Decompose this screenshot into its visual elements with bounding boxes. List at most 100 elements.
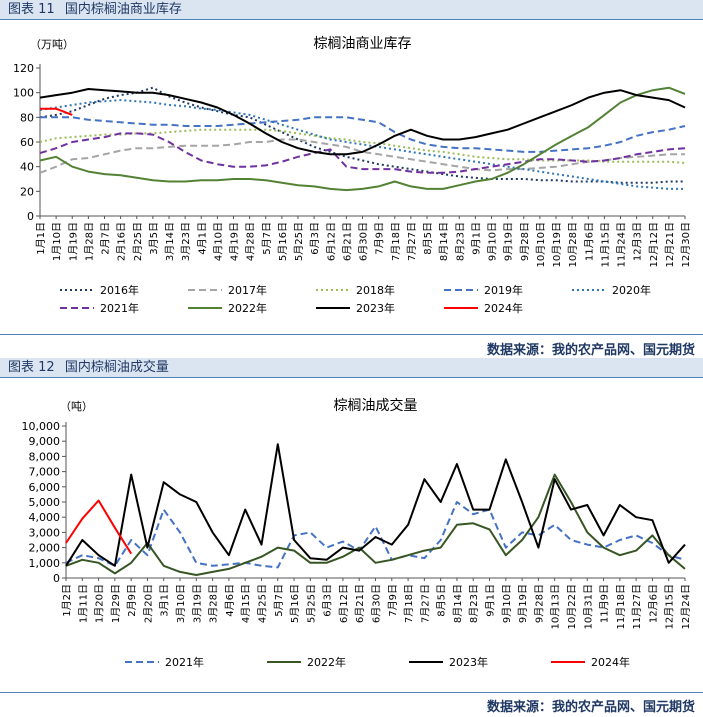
chart1-chart-title: 棕榈油商业库存 [314, 36, 412, 52]
chart1-y-tick-label: 40 [20, 161, 34, 174]
chart2-series-line-2024年 [65, 499, 133, 555]
chart1-x-tick-label: 8月5日 [422, 222, 434, 255]
chart1-x-tick-label: 12月21日 [664, 222, 676, 267]
chart1-x-tick-label: 4月1日 [196, 222, 208, 255]
chart2-x-tick-label: 5月16日 [289, 584, 301, 623]
chart2-x-tick-label: 8月14日 [452, 584, 464, 623]
figure1-label: 图表 11 [8, 2, 55, 17]
chart2-legend-label: 2023年 [449, 655, 488, 669]
chart2-x-tick-label: 12月6日 [647, 584, 659, 623]
chart1-series-line-2020年 [39, 99, 685, 190]
chart2-y-tick-label: 7,000 [29, 466, 61, 479]
chart1-x-tick-label: 2月16日 [116, 222, 128, 261]
figure1-title: 国内棕榈油商业库存 [64, 2, 182, 17]
chart1-legend-label: 2018年 [356, 283, 395, 297]
chart2-x-tick-label: 9月28日 [533, 584, 545, 623]
chart2-x-tick-label: 6月21日 [354, 584, 366, 623]
chart1-x-tick-label: 9月10日 [487, 222, 499, 261]
chart1-x-tick-label: 1月19日 [67, 222, 79, 261]
chart1-x-tick-label: 8月14日 [438, 222, 450, 261]
figure1-source: 数据来源：我的农产品网、国元期货 [486, 343, 695, 358]
chart2-x-tick-label: 7月18日 [403, 584, 415, 623]
chart1-x-tick-label: 2月25日 [132, 222, 144, 261]
chart1-x-tick-label: 6月30日 [358, 222, 370, 261]
figure2-source: 数据来源：我的农产品网、国元期货 [486, 700, 695, 715]
chart2-x-tick-label: 11月27日 [631, 584, 643, 629]
chart1-x-tick-label: 4月10日 [212, 222, 224, 261]
chart1-series-line-2016年 [39, 86, 685, 184]
chart2-x-tick-label: 8月5日 [436, 584, 448, 617]
chart2-x-tick-label: 4月15日 [240, 584, 252, 623]
chart1-y-tick-label: 120 [13, 62, 34, 75]
chart2-x-tick-label: 4月25日 [256, 584, 268, 623]
chart2-x-tick-label: 1月2日 [61, 584, 73, 617]
chart2-y-tick-label: 4,000 [29, 511, 61, 524]
chart2-y-tick-label: 5,000 [29, 496, 61, 509]
figure2-header: 图表 12 国内棕榈油成交量 [0, 358, 703, 378]
chart2-y-tick-label: 0 [53, 572, 60, 585]
figure2-divider [0, 692, 703, 693]
chart1-series-line-2018年 [39, 128, 686, 164]
chart2-x-tick-label: 1月20日 [94, 584, 106, 623]
chart1-x-tick-label: 10月28日 [567, 222, 579, 267]
chart2-x-tick-label: 6月30日 [371, 584, 383, 623]
chart1-legend-label: 2017年 [228, 283, 267, 297]
chart1-series-line-2017年 [39, 138, 685, 174]
chart1-x-tick-label: 12月30日 [680, 222, 692, 267]
chart2-x-tick-label: 7月27日 [419, 584, 431, 623]
chart1-legend-label: 2019年 [484, 283, 523, 297]
chart1-x-tick-label: 6月12日 [325, 222, 337, 261]
chart2-x-tick-label: 12月15日 [664, 584, 676, 629]
chart2-x-tick-label: 1月11日 [77, 584, 89, 623]
chart2-y-tick-label: 9,000 [29, 435, 61, 448]
chart2-x-tick-label: 3月10日 [175, 584, 187, 623]
chart2-x-tick-label: 3月28日 [208, 584, 220, 623]
chart1-x-tick-label: 5月7日 [261, 222, 273, 255]
figure1-divider [0, 334, 703, 335]
chart1-series-line-2019年 [40, 116, 686, 153]
chart1-x-tick-label: 10月10日 [535, 222, 547, 267]
chart2-y-tick-label: 6,000 [29, 481, 61, 494]
chart1-x-tick-label: 3月5日 [148, 222, 160, 255]
chart2-x-tick-label: 3月1日 [159, 584, 171, 617]
chart2-y-tick-label: 1,000 [29, 557, 61, 570]
chart2-x-tick-label: 11月18日 [615, 584, 627, 629]
chart2-x-tick-label: 10月13日 [550, 584, 562, 629]
chart1-series-line-2022年 [39, 86, 686, 192]
chart1-x-tick-label: 7月9日 [374, 222, 386, 255]
figure2-label: 图表 12 [8, 360, 55, 375]
chart2-x-tick-label: 1月29日 [110, 584, 122, 623]
chart2-x-tick-label: 10月31日 [582, 584, 594, 629]
figure1-header: 图表 11 国内棕榈油商业库存 [0, 0, 703, 20]
chart1-x-tick-label: 12月12日 [648, 222, 660, 267]
chart1-x-tick-label: 6月3日 [309, 222, 321, 255]
chart1-legend-label: 2023年 [356, 301, 395, 315]
chart1-x-tick-label: 4月19日 [229, 222, 241, 261]
chart1-x-tick-label: 5月16日 [277, 222, 289, 261]
chart1-x-tick-label: 1月1日 [35, 222, 47, 255]
chart1-x-tick-label: 11月6日 [583, 222, 595, 261]
chart1-legend-label: 2022年 [228, 301, 267, 315]
chart2-x-tick-label: 8月23日 [468, 584, 480, 623]
chart2-x-tick-label: 2月9日 [126, 584, 138, 617]
chart1-x-tick-label: 12月3日 [632, 222, 644, 261]
chart1-series-line-2023年 [39, 88, 686, 156]
chart1-y-tick-label: 100 [13, 87, 34, 100]
chart1-y-unit: （万吨） [30, 38, 74, 51]
chart1-x-tick-label: 10月19日 [551, 222, 563, 267]
chart2-x-tick-label: 9月19日 [517, 584, 529, 623]
chart2-x-tick-label: 2月20日 [142, 584, 154, 623]
chart2-x-tick-label: 12月24日 [680, 584, 692, 629]
chart1-series-line-2024年 [40, 107, 73, 116]
chart1-x-tick-label: 7月27日 [406, 222, 418, 261]
chart1-x-tick-label: 2月7日 [100, 222, 112, 255]
chart1-legend-label: 2020年 [612, 283, 651, 297]
chart2-x-tick-label: 5月25日 [305, 584, 317, 623]
chart1-x-tick-label: 1月28日 [83, 222, 95, 261]
chart1-y-tick-label: 0 [27, 210, 34, 223]
chart2-legend-label: 2024年 [591, 655, 630, 669]
chart2-y-tick-label: 3,000 [29, 526, 61, 539]
chart1-x-tick-label: 6月21日 [341, 222, 353, 261]
chart2-y-unit: （吨） [60, 400, 93, 413]
chart2-x-tick-label: 7月9日 [387, 584, 399, 617]
